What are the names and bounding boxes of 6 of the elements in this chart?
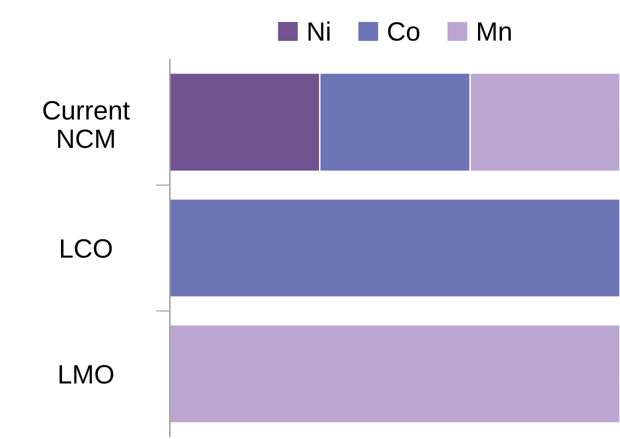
y-tick-label: LCO xyxy=(61,239,112,258)
y-tick-label: Current NCM xyxy=(43,101,130,148)
legend-label: Co xyxy=(388,22,420,41)
legend-label: Mn xyxy=(478,22,511,41)
y-tick-label: LMO xyxy=(60,365,114,384)
legend-label: Ni xyxy=(308,21,330,41)
